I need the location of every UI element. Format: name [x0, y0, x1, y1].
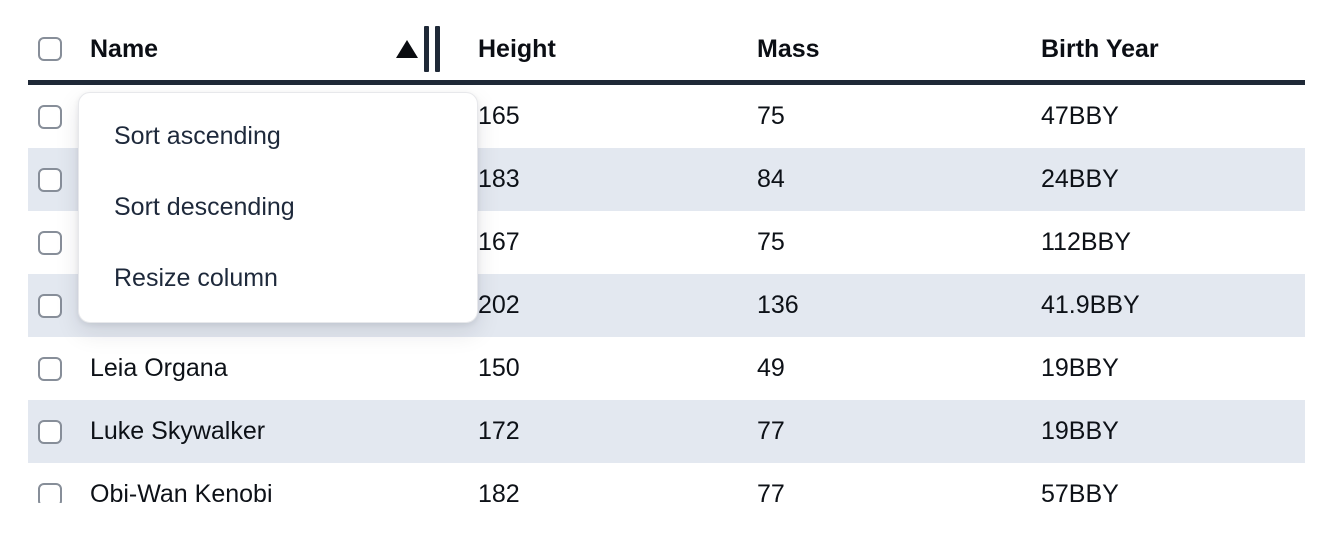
- cell-birth-year: 41.9BBY: [1041, 291, 1140, 319]
- resize-bar-icon: [435, 26, 440, 72]
- cell-birth-year: 47BBY: [1041, 102, 1119, 130]
- cell-height: 172: [478, 417, 520, 445]
- column-header-birth-year[interactable]: Birth Year: [1041, 34, 1159, 63]
- column-context-menu: Sort ascending Sort descending Resize co…: [78, 92, 478, 323]
- column-resize-handle[interactable]: [424, 26, 440, 72]
- cell-birth-year: 24BBY: [1041, 165, 1119, 193]
- cell-name: Leia Organa: [90, 354, 228, 382]
- table-body: 165 75 47BBY 183 84 24BBY 167 75: [28, 85, 1305, 503]
- cell-mass: 77: [757, 480, 785, 503]
- cell-birth-year: 19BBY: [1041, 417, 1119, 445]
- cell-birth-year: 19BBY: [1041, 354, 1119, 382]
- select-all-checkbox[interactable]: [38, 37, 62, 61]
- row-checkbox[interactable]: [38, 104, 62, 129]
- row-checkbox[interactable]: [38, 167, 62, 192]
- row-checkbox-cell: [28, 482, 78, 503]
- row-checkbox[interactable]: [38, 293, 62, 318]
- cell-height: 167: [478, 228, 520, 256]
- table-header: Name Height Mass Birth Year: [28, 0, 1305, 85]
- column-header-height[interactable]: Height: [478, 34, 556, 63]
- cell-name: Obi-Wan Kenobi: [90, 480, 273, 503]
- row-checkbox[interactable]: [38, 356, 62, 381]
- row-checkbox-cell: [28, 104, 78, 129]
- cell-birth-year: 112BBY: [1041, 228, 1131, 256]
- row-checkbox-cell: [28, 167, 78, 192]
- cell-mass: 77: [757, 417, 785, 445]
- row-checkbox-cell: [28, 230, 78, 255]
- resize-bar-icon: [424, 26, 429, 72]
- row-checkbox-cell: [28, 356, 78, 381]
- menu-item-resize-column[interactable]: Resize column: [114, 264, 278, 292]
- header-checkbox-cell: [28, 37, 78, 61]
- cell-height: 165: [478, 102, 520, 130]
- menu-item-sort-ascending[interactable]: Sort ascending: [114, 122, 281, 150]
- cell-height: 182: [478, 480, 520, 503]
- cell-height: 183: [478, 165, 520, 193]
- row-checkbox-cell: [28, 293, 78, 318]
- cell-mass: 136: [757, 291, 799, 319]
- sort-ascending-icon: [396, 40, 418, 58]
- table-row: 167 75 112BBY: [28, 211, 1305, 274]
- table-row: Luke Skywalker 172 77 19BBY: [28, 400, 1305, 463]
- cell-mass: 84: [757, 165, 785, 193]
- column-header-name[interactable]: Name: [78, 26, 466, 72]
- cell-height: 202: [478, 291, 520, 319]
- menu-item-sort-descending[interactable]: Sort descending: [114, 193, 295, 221]
- row-checkbox[interactable]: [38, 419, 62, 444]
- cell-height: 150: [478, 354, 520, 382]
- table-row: Leia Organa 150 49 19BBY: [28, 337, 1305, 400]
- cell-mass: 49: [757, 354, 785, 382]
- row-checkbox[interactable]: [38, 482, 62, 503]
- column-header-name-label: Name: [90, 34, 159, 63]
- cell-mass: 75: [757, 228, 785, 256]
- column-header-mass[interactable]: Mass: [757, 34, 820, 63]
- table-row: Obi-Wan Kenobi 182 77 57BBY: [28, 463, 1305, 503]
- row-checkbox[interactable]: [38, 230, 62, 255]
- cell-birth-year: 57BBY: [1041, 480, 1119, 503]
- table-row: 165 75 47BBY: [28, 85, 1305, 148]
- cell-mass: 75: [757, 102, 785, 130]
- row-checkbox-cell: [28, 419, 78, 444]
- cell-name: Luke Skywalker: [90, 417, 266, 445]
